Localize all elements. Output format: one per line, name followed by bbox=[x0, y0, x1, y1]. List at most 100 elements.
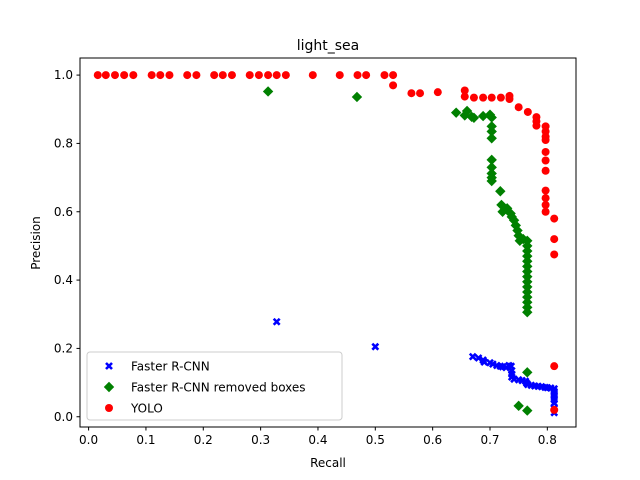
data-point bbox=[227, 71, 236, 80]
legend-marker bbox=[105, 404, 113, 412]
legend-label: Faster R-CNN bbox=[131, 360, 210, 374]
data-point bbox=[541, 194, 550, 203]
x-tick-label: 0.7 bbox=[480, 433, 499, 447]
data-point bbox=[245, 71, 254, 80]
data-point bbox=[93, 71, 102, 80]
data-point bbox=[389, 71, 398, 80]
legend: Faster R-CNN Faster R-CNN removed boxes YO… bbox=[86, 351, 343, 421]
data-point bbox=[308, 71, 317, 80]
data-point bbox=[218, 71, 227, 80]
data-point bbox=[486, 154, 497, 166]
data-point bbox=[522, 367, 533, 378]
data-point bbox=[353, 71, 362, 80]
data-point bbox=[541, 166, 550, 175]
y-tick-label: 0.8 bbox=[54, 136, 73, 150]
data-point bbox=[522, 405, 533, 416]
data-point bbox=[541, 207, 550, 216]
x-axis-ticks: 0.0 0.1 0.2 0.3 0.4 0.5 0.6 0.7 0.8 bbox=[79, 427, 557, 447]
data-point bbox=[416, 89, 425, 98]
data-point bbox=[192, 71, 201, 80]
data-point bbox=[468, 352, 477, 361]
legend-marker bbox=[105, 362, 113, 370]
x-tick-label: 0.8 bbox=[538, 433, 557, 447]
data-point bbox=[532, 121, 541, 130]
data-point bbox=[407, 89, 416, 98]
legend-marker bbox=[103, 381, 115, 393]
plot-frame bbox=[79, 57, 577, 428]
x-tick-label: 0.3 bbox=[251, 433, 270, 447]
x-axis-title: Recall bbox=[310, 456, 346, 470]
data-point bbox=[486, 175, 497, 187]
data-point bbox=[522, 307, 533, 318]
series-2 bbox=[262, 86, 533, 416]
data-point bbox=[486, 133, 497, 144]
data-marks bbox=[93, 71, 559, 417]
data-point bbox=[541, 136, 550, 144]
data-point bbox=[262, 86, 274, 97]
data-point bbox=[479, 93, 488, 102]
x-tick-label: 0.1 bbox=[136, 433, 155, 447]
legend-label: YOLO bbox=[130, 402, 163, 416]
y-tick-label: 1.0 bbox=[54, 68, 73, 82]
data-point bbox=[264, 71, 273, 80]
data-point bbox=[550, 405, 559, 414]
data-point bbox=[513, 400, 524, 412]
y-tick-label: 0.2 bbox=[54, 341, 73, 355]
data-point bbox=[497, 206, 508, 217]
data-point bbox=[335, 71, 344, 80]
data-point bbox=[147, 71, 156, 80]
legend-items: Faster R-CNN Faster R-CNN removed boxes YO… bbox=[103, 360, 306, 416]
data-point bbox=[362, 71, 371, 80]
data-point bbox=[380, 71, 389, 80]
data-point bbox=[518, 233, 529, 245]
legend-frame bbox=[86, 351, 343, 421]
y-tick-label: 0.0 bbox=[54, 410, 73, 424]
data-point bbox=[460, 92, 469, 101]
data-point bbox=[550, 214, 559, 223]
data-point bbox=[281, 71, 290, 80]
data-point bbox=[371, 342, 380, 351]
data-point bbox=[550, 235, 559, 244]
x-tick-label: 0.0 bbox=[79, 433, 98, 447]
data-point bbox=[272, 317, 281, 326]
data-point bbox=[541, 147, 550, 156]
data-point bbox=[389, 81, 398, 90]
data-point bbox=[101, 71, 110, 80]
y-tick-label: 0.6 bbox=[54, 205, 73, 219]
data-point bbox=[496, 93, 505, 102]
data-point bbox=[156, 71, 165, 80]
y-axis-title: Precision bbox=[29, 216, 43, 270]
data-point bbox=[129, 71, 138, 80]
data-point bbox=[460, 86, 469, 95]
legend-label: Faster R-CNN removed boxes bbox=[131, 381, 306, 395]
data-point bbox=[486, 126, 497, 137]
data-point bbox=[506, 211, 517, 223]
data-point bbox=[272, 71, 281, 80]
data-point bbox=[512, 225, 523, 236]
data-point bbox=[480, 358, 489, 367]
data-point bbox=[450, 107, 462, 118]
data-point bbox=[120, 71, 129, 80]
chart-title: light_sea bbox=[297, 38, 360, 54]
data-point bbox=[508, 215, 520, 226]
data-point bbox=[433, 88, 442, 97]
data-point bbox=[477, 110, 489, 122]
data-point bbox=[183, 71, 192, 80]
data-point bbox=[165, 71, 174, 80]
data-point bbox=[486, 162, 497, 173]
data-point bbox=[541, 200, 550, 209]
series-1 bbox=[272, 317, 559, 417]
data-point bbox=[523, 107, 532, 116]
x-tick-label: 0.4 bbox=[308, 433, 327, 447]
series-3 bbox=[93, 71, 559, 414]
x-tick-label: 0.5 bbox=[366, 433, 385, 447]
data-point bbox=[541, 186, 550, 195]
data-point bbox=[486, 112, 497, 123]
data-point bbox=[468, 112, 480, 123]
y-tick-label: 0.4 bbox=[54, 273, 73, 287]
data-point bbox=[514, 103, 523, 112]
x-tick-label: 0.2 bbox=[194, 433, 213, 447]
data-point bbox=[110, 71, 119, 80]
y-axis-ticks: 0.0 0.2 0.4 0.6 0.8 1.0 bbox=[54, 68, 80, 424]
